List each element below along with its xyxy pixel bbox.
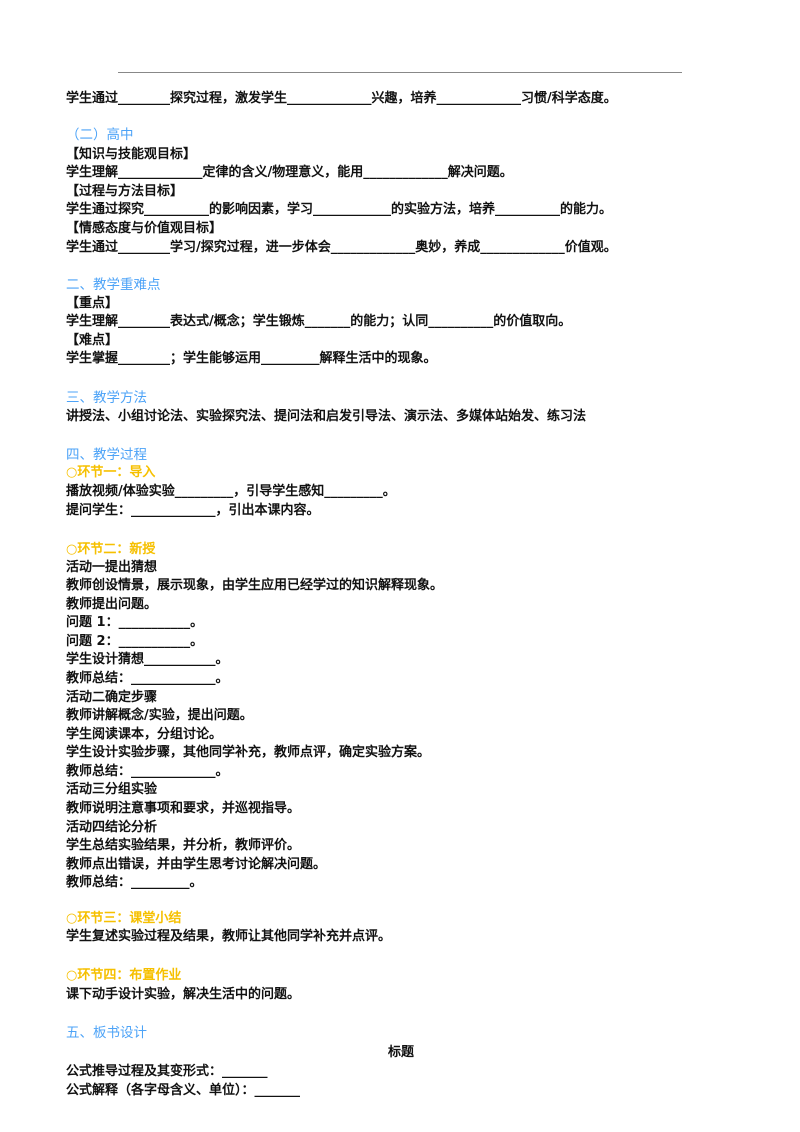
text-line: 活动二确定步骤 bbox=[66, 690, 158, 705]
text-line: 讲授法、小组讨论法、实验探究法、提问法和启发引导法、演示法、多媒体站始发、练习法 bbox=[66, 409, 587, 424]
text-line: 【难点】 bbox=[66, 333, 119, 348]
text-line: 公式解释（各字母含义、单位）：_______ bbox=[66, 1083, 301, 1098]
text-line: 教师创设情景，展示现象，由学生应用已经学过的知识解释现象。 bbox=[66, 578, 444, 593]
text-line: 课下动手设计实验，解决生活中的问题。 bbox=[66, 987, 301, 1002]
step-heading: ○环节一：导入 bbox=[66, 465, 156, 480]
text-line: 公式推导过程及其变形式：_______ bbox=[66, 1064, 268, 1079]
text-line: 学生理解_____________定律的含义/物理意义，能用__________… bbox=[66, 165, 513, 180]
header-rule bbox=[118, 72, 682, 73]
section-heading: 三、教学方法 bbox=[66, 390, 147, 406]
text-line: 教师点出错误，并由学生思考讨论解决问题。 bbox=[66, 857, 327, 872]
text-line: 学生设计猜想___________。 bbox=[66, 652, 229, 667]
text-line: 学生通过探究__________的影响因素，学习____________的实验方… bbox=[66, 202, 613, 217]
text-line: 教师提出问题。 bbox=[66, 597, 158, 612]
text-line: 教师总结：_________。 bbox=[66, 875, 203, 890]
text-line: 学生通过________学习/探究过程，进一步体会_____________奥妙… bbox=[66, 240, 617, 255]
text-line: 学生理解________表达式/概念；学生锻炼_______的能力；认同____… bbox=[66, 314, 572, 329]
text-line: 教师讲解概念/实验，提出问题。 bbox=[66, 708, 253, 723]
text-line: 问题 1：___________。 bbox=[66, 615, 204, 630]
step-heading: ○环节四：布置作业 bbox=[66, 968, 182, 983]
board-title: 标题 bbox=[388, 1045, 415, 1060]
text-line: 学生掌握________；学生能够运用_________解释生活中的现象。 bbox=[66, 351, 437, 366]
text-line: 提问学生：_____________，引出本课内容。 bbox=[66, 503, 320, 518]
text-line: 【知识与技能观目标】 bbox=[66, 147, 197, 162]
section-heading: 二、教学重难点 bbox=[66, 277, 161, 293]
text-line: 学生设计实验步骤，其他同学补充，教师点评，确定实验方案。 bbox=[66, 745, 431, 760]
text-line: 学生总结实验结果，并分析，教师评价。 bbox=[66, 838, 301, 853]
text-line: 活动四结论分析 bbox=[66, 820, 158, 835]
section-heading: 五、板书设计 bbox=[66, 1025, 147, 1041]
step-heading: ○环节二：新授 bbox=[66, 542, 156, 557]
text-line: 活动一提出猜想 bbox=[66, 560, 158, 575]
section-heading: （二）高中 bbox=[66, 127, 134, 143]
text-line: 教师总结：_____________。 bbox=[66, 764, 229, 779]
step-heading: ○环节三：课堂小结 bbox=[66, 911, 182, 926]
section-heading: 四、教学过程 bbox=[66, 447, 147, 463]
text-line: 教师总结：_____________。 bbox=[66, 671, 229, 686]
text-line: 【重点】 bbox=[66, 296, 119, 311]
text-line: 问题 2：___________。 bbox=[66, 634, 204, 649]
text-line: 【过程与方法目标】 bbox=[66, 184, 184, 199]
text-line: 【情感态度与价值观目标】 bbox=[66, 221, 223, 236]
text-line: 教师说明注意事项和要求，并巡视指导。 bbox=[66, 801, 301, 816]
text-line: 播放视频/体验实验_________，引导学生感知_________。 bbox=[66, 484, 396, 499]
text-line: 活动三分组实验 bbox=[66, 782, 158, 797]
text-line: 学生复述实验过程及结果，教师让其他同学补充并点评。 bbox=[66, 929, 392, 944]
text-line: 学生通过________探究过程，激发学生_____________兴趣，培养_… bbox=[66, 91, 617, 106]
text-line: 学生阅读课本，分组讨论。 bbox=[66, 727, 223, 742]
